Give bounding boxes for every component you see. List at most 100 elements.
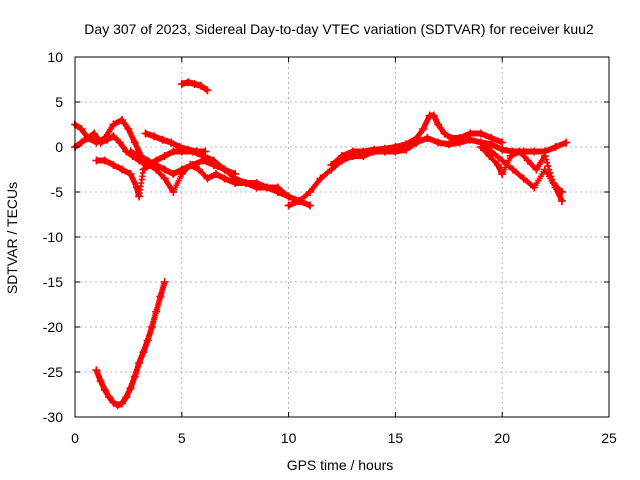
data-point: [508, 165, 517, 174]
x-tick-label: 15: [388, 430, 404, 446]
data-point: [519, 174, 528, 183]
data-point: [231, 179, 240, 187]
data-point: [90, 129, 99, 138]
y-tick-label: 0: [55, 139, 63, 155]
data-point: [150, 132, 158, 141]
data-point: [498, 156, 507, 165]
data-point: [192, 147, 201, 156]
data-point: [523, 156, 532, 165]
x-tick-label: 10: [281, 430, 297, 446]
data-point: [540, 152, 549, 160]
x-tick-label: 20: [494, 430, 510, 446]
data-point: [109, 161, 118, 169]
data-point: [169, 188, 178, 196]
data-point: [109, 132, 118, 141]
data-point: [118, 165, 126, 174]
data-point: [83, 134, 92, 142]
tick-layer: 0 5 10 15 20 25 10 5 0 -5 -10 -15 -20 -25 -30: [43, 49, 617, 446]
chart-title: Day 307 of 2023, Sidereal Day-to-day VTE…: [84, 21, 594, 37]
data-point: [434, 138, 443, 147]
x-axis-label: GPS time / hours: [287, 457, 394, 473]
data-series-track-e: [141, 129, 210, 156]
data-point: [549, 179, 558, 187]
data-point: [194, 165, 203, 174]
data-point: [498, 145, 507, 154]
data-point: [306, 188, 314, 196]
data-point: [92, 138, 101, 147]
data-point: [498, 138, 507, 147]
data-point: [273, 188, 282, 196]
data-point: [158, 135, 167, 144]
data-point: [515, 147, 524, 156]
x-tick-label: 0: [71, 430, 79, 446]
data-point: [316, 174, 325, 183]
data-series-track-d: [126, 147, 240, 178]
data-point: [466, 129, 475, 138]
data-point: [147, 323, 156, 331]
data-point: [263, 183, 272, 192]
data-point: [160, 152, 169, 160]
y-tick-label: -10: [43, 229, 63, 245]
data-point: [169, 170, 178, 178]
data-point: [160, 174, 169, 183]
data-point: [203, 86, 212, 95]
data-series-track-h: [327, 111, 507, 169]
y-tick-label: -25: [43, 364, 63, 380]
data-point: [92, 366, 101, 375]
data-point: [241, 179, 250, 187]
data-point: [135, 192, 144, 201]
series-markers: [285, 135, 570, 209]
grid: [75, 57, 609, 417]
data-point: [135, 359, 144, 367]
data-point: [199, 156, 208, 165]
data-point: [167, 138, 176, 147]
data-point: [506, 152, 515, 160]
data-point: [295, 197, 304, 205]
series-layer: [71, 78, 571, 410]
y-tick-label: -30: [43, 409, 63, 425]
data-point: [177, 80, 186, 88]
data-point: [212, 170, 220, 178]
data-point: [284, 201, 293, 210]
y-tick-label: 5: [55, 94, 63, 110]
data-point: [370, 145, 378, 154]
data-point: [402, 140, 411, 149]
data-point: [105, 393, 114, 402]
data-series-track-f: [177, 78, 212, 95]
data-point: [135, 152, 144, 160]
data-point: [412, 134, 421, 142]
data-point: [115, 138, 124, 147]
data-point: [122, 393, 131, 402]
data-point: [380, 144, 389, 153]
data-point: [190, 80, 199, 88]
y-tick-label: -15: [43, 274, 63, 290]
data-point: [100, 156, 109, 165]
data-point: [252, 183, 261, 192]
data-point: [419, 125, 428, 133]
data-point: [152, 307, 161, 316]
y-tick-label: -5: [51, 184, 64, 200]
data-point: [532, 165, 541, 174]
data-series-track-k: [92, 278, 169, 410]
data-point: [118, 399, 126, 408]
y-tick-label: -20: [43, 319, 63, 335]
data-point: [203, 174, 212, 183]
data-point: [231, 170, 240, 178]
data-point: [284, 192, 293, 201]
data-series-track-j: [476, 143, 566, 196]
data-point: [124, 125, 133, 133]
data-point: [476, 129, 485, 138]
data-point: [109, 120, 118, 129]
data-point: [141, 129, 150, 138]
data-point: [487, 147, 496, 156]
data-point: [498, 170, 507, 178]
x-tick-label: 25: [601, 430, 617, 446]
data-point: [139, 348, 148, 357]
data-point: [77, 125, 86, 133]
data-point: [126, 384, 135, 393]
data-point: [530, 183, 539, 192]
data-point: [109, 398, 118, 407]
x-tick-label: 5: [178, 430, 186, 446]
data-point: [143, 336, 152, 345]
data-point: [132, 183, 141, 192]
